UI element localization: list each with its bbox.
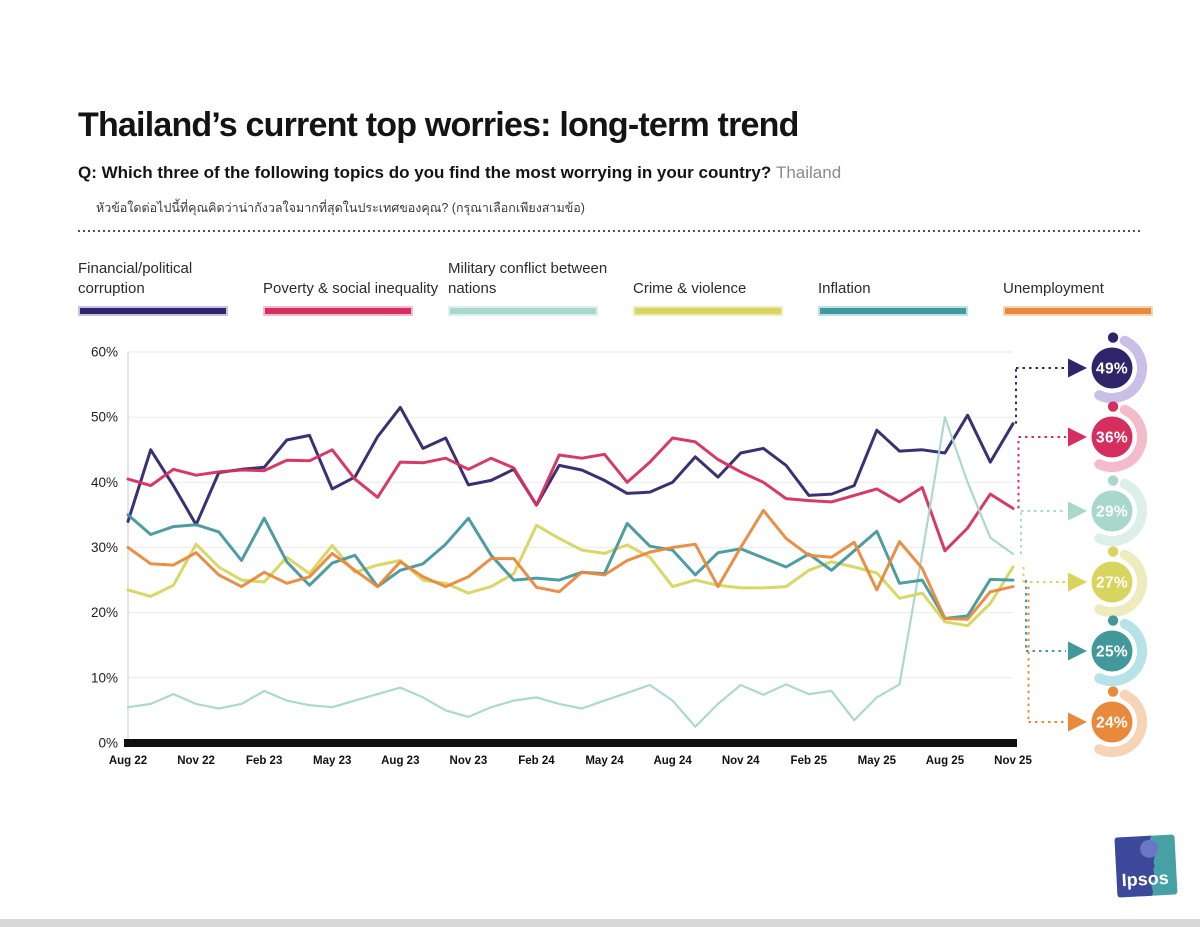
ipsos-logo: Ipsos xyxy=(1113,833,1179,899)
callout-arrow-icon xyxy=(1068,641,1087,661)
badge-dot xyxy=(1107,615,1119,626)
badge-circle xyxy=(1091,347,1133,389)
series-line-inflation xyxy=(126,513,1015,620)
y-tick-label-30: 30% xyxy=(91,540,118,555)
x-tick-label-may-24: May 24 xyxy=(585,755,624,767)
legend-item-poverty-social-inequality: Poverty & social inequality xyxy=(263,246,439,316)
y-tick-label-40: 40% xyxy=(91,475,118,490)
badge-dot xyxy=(1107,332,1119,343)
legend-label: Poverty & social inequality xyxy=(263,279,439,297)
survey-question: Q: Which three of the following topics d… xyxy=(78,163,841,183)
legend-color-bar xyxy=(263,306,413,316)
x-tick-label-feb-23: Feb 23 xyxy=(246,755,282,767)
survey-country-label: Thailand xyxy=(775,163,842,182)
survey-question-thai: หัวข้อใดต่อไปนี้ที่คุณคิดว่าน่ากังวลใจมา… xyxy=(96,201,585,215)
legend-color-bar xyxy=(1003,306,1153,316)
ipsos-logo-graphic: Ipsos xyxy=(1114,834,1178,898)
badge-value: 25% xyxy=(1096,644,1128,661)
x-tick-label-feb-25: Feb 25 xyxy=(791,755,828,767)
page-title: Thailand’s current top worries: long-ter… xyxy=(78,106,799,144)
badge-arc xyxy=(1094,618,1147,687)
badge-dot xyxy=(1107,475,1119,486)
y-tick-label-20: 20% xyxy=(91,605,118,620)
badge-circle xyxy=(1091,701,1133,743)
callout-arrow-icon xyxy=(1068,427,1087,447)
callout-arrow-icon xyxy=(1068,358,1087,378)
current-value-callout-crime-violence: 27% xyxy=(1022,546,1147,618)
y-tick-label-0: 0% xyxy=(98,736,118,751)
callout-arrow-icon xyxy=(1068,712,1087,732)
legend-item-military-conflict-between-nations: Military conflict between nations xyxy=(448,246,624,316)
badge-value: 29% xyxy=(1096,504,1128,521)
x-tick-label-aug-24: Aug 24 xyxy=(653,755,692,767)
legend-color-bar xyxy=(818,306,968,316)
legend-label: Crime & violence xyxy=(633,279,747,297)
legend-item-financial-political-corruption: Financial/political corruption xyxy=(78,246,254,316)
badge-circle xyxy=(1091,416,1133,458)
x-tick-label-nov-24: Nov 24 xyxy=(722,755,760,767)
x-tick-label-aug-23: Aug 23 xyxy=(381,755,419,767)
legend-color-bar xyxy=(448,306,598,316)
current-value-callout-financial-political-corruption: 49% xyxy=(1015,332,1147,424)
badge-dot xyxy=(1107,686,1119,697)
callout-arrow-icon xyxy=(1068,572,1087,592)
series-line-poverty-social-inequality xyxy=(126,436,1015,553)
y-tick-label-60: 60% xyxy=(91,345,118,360)
x-tick-label-may-25: May 25 xyxy=(858,755,897,767)
badge-circle xyxy=(1091,561,1133,603)
badge-arc xyxy=(1094,478,1147,547)
window-bottom-edge xyxy=(0,919,1200,927)
series-line-crime-violence xyxy=(126,523,1015,628)
legend-label: Financial/political corruption xyxy=(78,259,193,297)
legend: Financial/political corruption Poverty & … xyxy=(78,246,1158,318)
logo-text: Ipsos xyxy=(1121,868,1169,890)
x-tick-label-aug-22: Aug 22 xyxy=(109,755,147,767)
callout-arrow-icon xyxy=(1068,501,1087,521)
badge-arc xyxy=(1094,404,1147,473)
badge-value: 24% xyxy=(1096,715,1128,732)
current-value-callout-military-conflict-between-nations: 29% xyxy=(1020,475,1147,555)
badge-circle xyxy=(1091,490,1133,532)
series-line-unemployment xyxy=(126,508,1015,621)
series-line-financial-political-corruption xyxy=(126,405,1015,527)
y-tick-label-10: 10% xyxy=(91,670,118,685)
badge-arc xyxy=(1094,689,1147,758)
badge-arc xyxy=(1094,549,1147,618)
x-axis-bar xyxy=(124,739,1017,747)
legend-item-inflation: Inflation xyxy=(818,246,994,316)
x-tick-label-may-23: May 23 xyxy=(313,755,351,767)
legend-color-bar xyxy=(633,306,783,316)
badge-value: 27% xyxy=(1096,575,1128,592)
badge-arc xyxy=(1094,335,1147,404)
current-value-callout-unemployment: 24% xyxy=(1027,586,1147,758)
legend-label: Military conflict between nations xyxy=(448,259,608,297)
survey-question-text: Q: Which three of the following topics d… xyxy=(78,163,772,182)
current-value-callout-poverty-social-inequality: 36% xyxy=(1017,401,1147,509)
dotted-separator xyxy=(78,230,1140,232)
badge-value: 36% xyxy=(1096,430,1128,447)
badge-circle xyxy=(1091,630,1133,672)
badge-dot xyxy=(1107,546,1119,557)
x-tick-label-nov-22: Nov 22 xyxy=(177,755,215,767)
badge-dot xyxy=(1107,401,1119,412)
legend-item-crime-violence: Crime & violence xyxy=(633,246,809,316)
legend-item-unemployment: Unemployment xyxy=(1003,246,1179,316)
x-tick-label-feb-24: Feb 24 xyxy=(518,755,555,767)
x-tick-label-aug-25: Aug 25 xyxy=(926,755,965,767)
x-tick-label-nov-23: Nov 23 xyxy=(450,755,488,767)
series-line-military-conflict-between-nations xyxy=(126,416,1015,728)
logo-head-shape xyxy=(1140,839,1159,858)
legend-label: Inflation xyxy=(818,279,871,297)
y-tick-label-50: 50% xyxy=(91,410,118,425)
badge-value: 49% xyxy=(1096,361,1128,378)
legend-color-bar xyxy=(78,306,228,316)
x-tick-label-nov-25: Nov 25 xyxy=(994,755,1032,767)
current-value-callout-inflation: 25% xyxy=(1025,580,1147,687)
legend-label: Unemployment xyxy=(1003,279,1104,297)
